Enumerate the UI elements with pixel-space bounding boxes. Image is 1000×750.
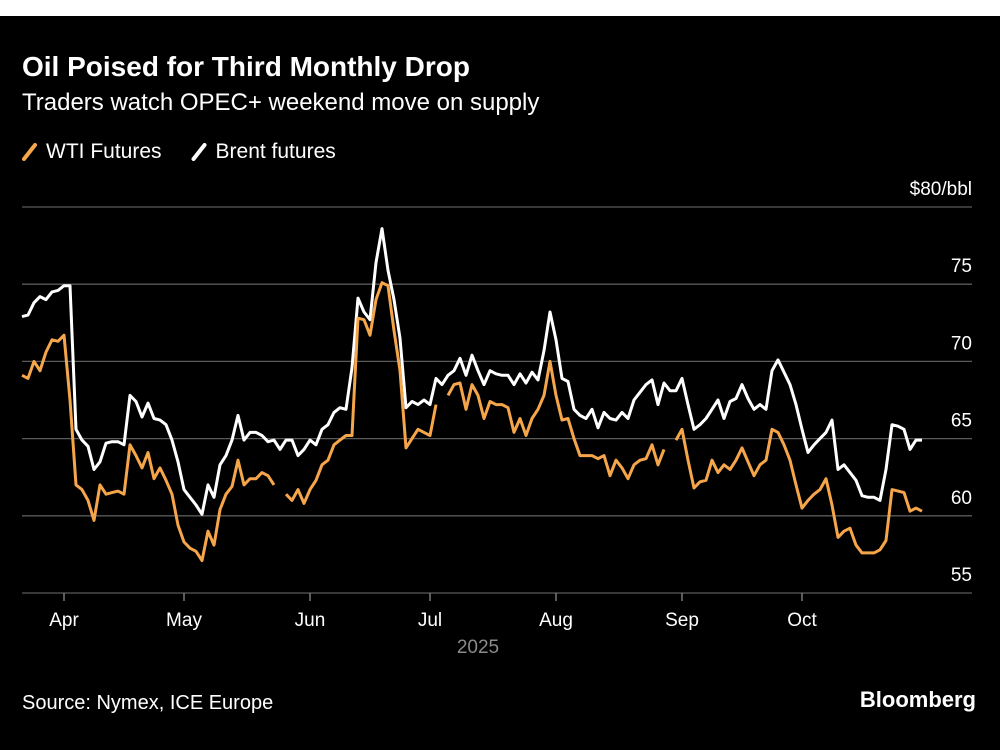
legend-swatch (22, 143, 37, 161)
x-tick-label: Jun (295, 610, 326, 631)
x-tick-label: Oct (787, 610, 817, 631)
y-tick-label: 60 (951, 488, 972, 509)
top-band (0, 0, 1000, 16)
background (0, 16, 1000, 750)
chart-title: Oil Poised for Third Monthly Drop (22, 51, 470, 82)
y-tick-label: 65 (951, 411, 972, 432)
series-line (21, 281, 923, 563)
legend-swatch (191, 143, 207, 161)
brand: Bloomberg (860, 687, 976, 712)
chart-subtitle: Traders watch OPEC+ weekend move on supp… (22, 89, 539, 116)
x-tick-label: Aug (539, 610, 573, 631)
series-line (21, 227, 922, 516)
source: Source: Nymex, ICE Europe (22, 692, 273, 714)
legend-label: WTI Futures (46, 140, 162, 163)
x-axis-label: 2025 (457, 637, 499, 658)
x-tick-label: Sep (665, 610, 699, 631)
legend-label: Brent futures (216, 140, 336, 163)
x-tick-label: Apr (49, 610, 79, 631)
y-tick-label: 70 (951, 333, 972, 354)
y-tick-label: 75 (951, 256, 972, 277)
x-tick-label: Jul (418, 610, 442, 631)
x-tick-label: May (166, 610, 202, 631)
y-tick-label: 55 (951, 565, 972, 586)
y-tick-label: $80/bbl (910, 179, 972, 200)
